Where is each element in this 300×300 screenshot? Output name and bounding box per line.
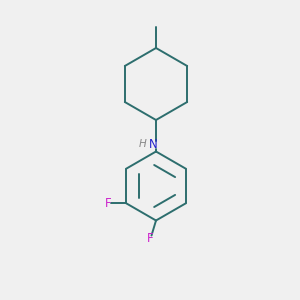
Text: H: H	[139, 139, 146, 149]
Text: F: F	[105, 197, 111, 210]
Text: F: F	[147, 232, 153, 245]
Text: N: N	[148, 137, 158, 151]
